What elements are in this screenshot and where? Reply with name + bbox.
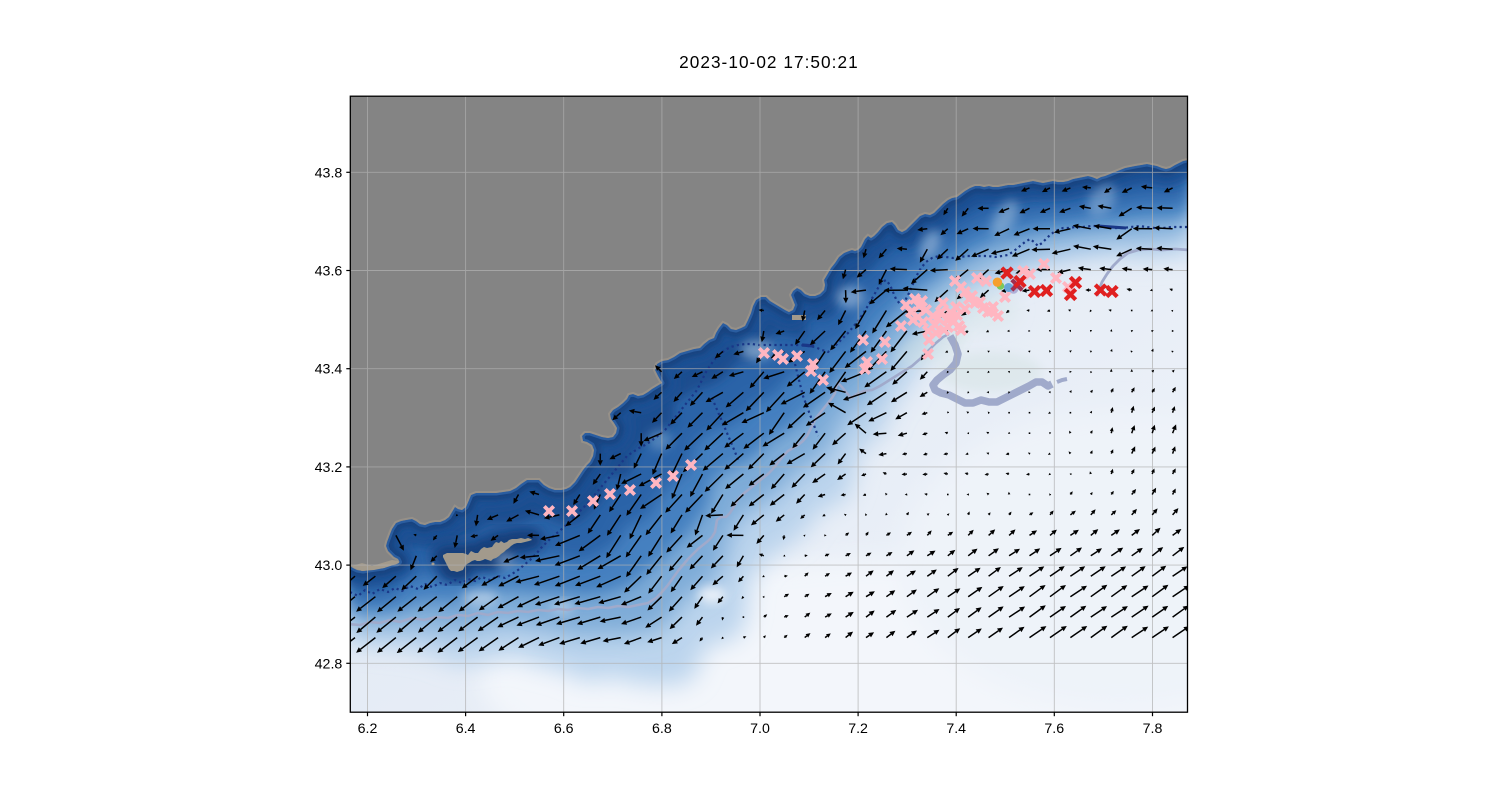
- svg-text:43.8: 43.8: [315, 165, 343, 181]
- svg-text:7.8: 7.8: [1143, 721, 1163, 737]
- svg-text:43.4: 43.4: [315, 362, 343, 378]
- svg-text:6.2: 6.2: [358, 721, 378, 737]
- svg-text:43.0: 43.0: [315, 558, 343, 574]
- svg-text:7.4: 7.4: [946, 721, 966, 737]
- svg-text:7.6: 7.6: [1044, 721, 1064, 737]
- svg-text:43.6: 43.6: [315, 264, 343, 280]
- svg-text:43.2: 43.2: [315, 460, 343, 476]
- svg-text:2023-10-02 17:50:21: 2023-10-02 17:50:21: [679, 52, 859, 72]
- svg-text:7.0: 7.0: [750, 721, 770, 737]
- svg-text:6.6: 6.6: [554, 721, 574, 737]
- svg-text:6.8: 6.8: [652, 721, 672, 737]
- svg-text:7.2: 7.2: [848, 721, 868, 737]
- svg-text:6.4: 6.4: [456, 721, 476, 737]
- svg-text:42.8: 42.8: [315, 656, 343, 672]
